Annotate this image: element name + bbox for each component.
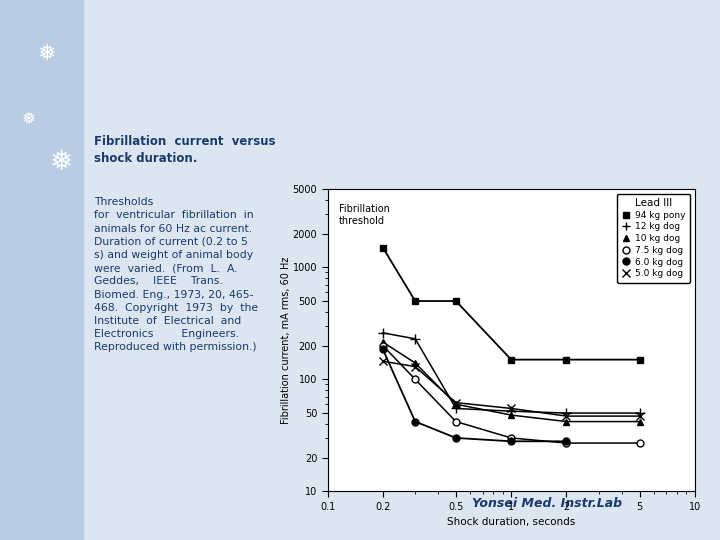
94 kg pony — [635, 356, 644, 363]
5.0 kg dog — [507, 405, 516, 411]
Y-axis label: Fibrillation current, mA rms, 60 Hz: Fibrillation current, mA rms, 60 Hz — [282, 256, 291, 424]
7.5 kg dog — [451, 418, 460, 425]
12 kg dog — [379, 329, 387, 336]
Line: 94 kg pony: 94 kg pony — [379, 244, 643, 363]
94 kg pony — [411, 298, 420, 304]
7.5 kg dog — [635, 440, 644, 446]
7.5 kg dog — [507, 435, 516, 441]
Bar — [0, 0, 83, 540]
Text: ❅: ❅ — [37, 44, 56, 64]
12 kg dog — [411, 335, 420, 342]
7.5 kg dog — [411, 376, 420, 383]
5.0 kg dog — [635, 413, 644, 420]
5.0 kg dog — [451, 400, 460, 406]
94 kg pony — [507, 356, 516, 363]
7.5 kg dog — [562, 440, 571, 446]
Line: 7.5 kg dog: 7.5 kg dog — [379, 342, 643, 447]
Text: Thresholds
for  ventricular  fibrillation  in
animals for 60 Hz ac current.
Dura: Thresholds for ventricular fibrillation … — [94, 197, 258, 352]
10 kg dog — [411, 360, 420, 366]
6.0 kg dog — [562, 438, 571, 444]
12 kg dog — [635, 410, 644, 416]
5.0 kg dog — [411, 363, 420, 370]
Line: 12 kg dog: 12 kg dog — [378, 328, 644, 418]
10 kg dog — [451, 401, 460, 408]
Line: 5.0 kg dog: 5.0 kg dog — [379, 357, 644, 420]
7.5 kg dog — [379, 342, 387, 349]
94 kg pony — [451, 298, 460, 304]
5.0 kg dog — [562, 413, 571, 420]
10 kg dog — [379, 339, 387, 346]
12 kg dog — [507, 408, 516, 414]
Legend: 94 kg pony, 12 kg dog, 10 kg dog, 7.5 kg dog, 6.0 kg dog, 5.0 kg dog: 94 kg pony, 12 kg dog, 10 kg dog, 7.5 kg… — [617, 193, 690, 283]
Line: 10 kg dog: 10 kg dog — [379, 339, 643, 425]
10 kg dog — [635, 418, 644, 425]
10 kg dog — [562, 418, 571, 425]
5.0 kg dog — [379, 358, 387, 365]
10 kg dog — [507, 412, 516, 418]
X-axis label: Shock duration, seconds: Shock duration, seconds — [447, 517, 575, 528]
Text: Yonsei Med. Instr.Lab: Yonsei Med. Instr.Lab — [472, 497, 622, 510]
94 kg pony — [379, 244, 387, 251]
Text: ❅: ❅ — [50, 148, 73, 176]
Line: 6.0 kg dog: 6.0 kg dog — [379, 346, 570, 445]
Text: ❅: ❅ — [22, 110, 36, 128]
Text: Fibrillation
threshold: Fibrillation threshold — [338, 204, 390, 226]
12 kg dog — [562, 410, 571, 416]
6.0 kg dog — [451, 435, 460, 441]
6.0 kg dog — [379, 346, 387, 353]
6.0 kg dog — [411, 418, 420, 425]
12 kg dog — [451, 405, 460, 411]
Text: Fibrillation  current  versus
shock duration.: Fibrillation current versus shock durati… — [94, 135, 275, 165]
6.0 kg dog — [507, 438, 516, 444]
94 kg pony — [562, 356, 571, 363]
